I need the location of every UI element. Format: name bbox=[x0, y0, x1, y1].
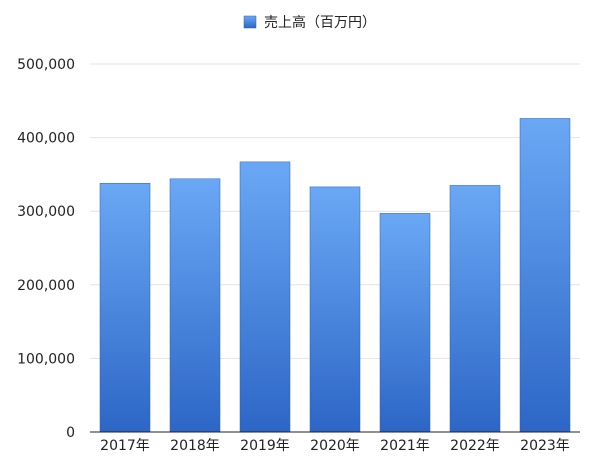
legend: 売上高（百万円） bbox=[243, 14, 376, 31]
legend-swatch bbox=[243, 15, 257, 29]
x-tick-label: 2018年 bbox=[170, 438, 220, 454]
x-tick-label: 2019年 bbox=[240, 438, 290, 454]
x-tick-label: 2022年 bbox=[450, 438, 500, 454]
bar bbox=[519, 118, 571, 433]
y-tick-label: 300,000 bbox=[17, 204, 75, 220]
bars bbox=[99, 118, 571, 433]
x-tick-label: 2020年 bbox=[310, 438, 360, 454]
y-tick-label: 0 bbox=[66, 425, 75, 441]
bar bbox=[379, 213, 431, 433]
y-tick-label: 200,000 bbox=[17, 278, 75, 294]
bar bbox=[309, 186, 361, 433]
y-tick-label: 400,000 bbox=[17, 131, 75, 147]
bar bbox=[449, 185, 501, 433]
bar bbox=[169, 178, 221, 433]
bar bbox=[239, 161, 291, 433]
x-axis-tick-labels: 2017年 2018年 2019年 2020年 2021年 2022年 2023年 bbox=[100, 438, 570, 454]
x-tick-label: 2021年 bbox=[380, 438, 430, 454]
y-tick-label: 500,000 bbox=[17, 57, 75, 73]
y-axis-tick-labels: 0 100,000 200,000 300,000 400,000 500,000 bbox=[17, 57, 75, 441]
y-tick-label: 100,000 bbox=[17, 351, 75, 367]
legend-label: 売上高（百万円） bbox=[264, 14, 376, 31]
bar bbox=[99, 182, 151, 433]
x-tick-label: 2023年 bbox=[520, 438, 570, 454]
x-tick-label: 2017年 bbox=[100, 438, 150, 454]
